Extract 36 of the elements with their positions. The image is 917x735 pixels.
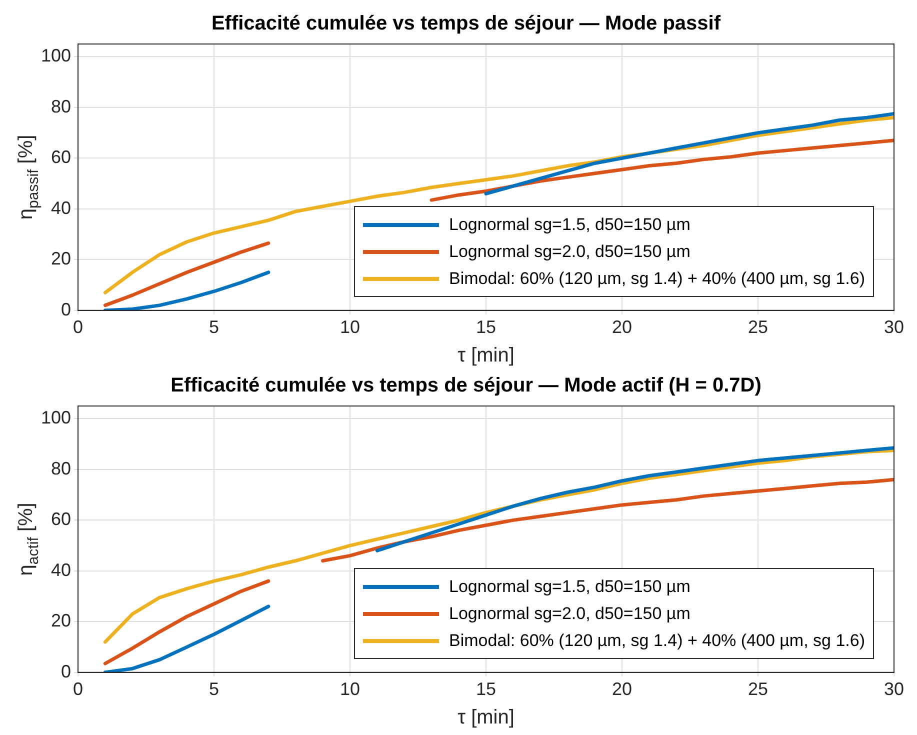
chart-title: Efficacité cumulée vs temps de séjour — Mode passif <box>211 12 721 35</box>
legend-label: Lognormal sg=2.0, d50=150 µm <box>449 604 690 624</box>
x-tick-label: 15 <box>476 679 496 700</box>
y-tick-label: 20 <box>51 610 72 631</box>
y-tick-label: 0 <box>61 661 72 682</box>
legend-label: Bimodal: 60% (120 µm, sg 1.4) + 40% (400 µm, sg 1.6) <box>449 268 865 289</box>
x-axis-title: τ [min] <box>458 344 514 367</box>
x-axis-title: τ [min] <box>458 706 514 729</box>
legend-label: Lognormal sg=1.5, d50=150 µm <box>449 214 690 235</box>
x-tick-label: 25 <box>748 317 768 338</box>
x-tick-label: 20 <box>612 679 632 700</box>
y-tick-label: 20 <box>51 248 72 269</box>
y-tick-label: 60 <box>51 147 72 168</box>
y-axis-title: ηpassif [%] <box>15 134 42 220</box>
legend-label: Lognormal sg=1.5, d50=150 µm <box>449 576 690 597</box>
y-tick-label: 40 <box>51 198 72 218</box>
chart-title: Efficacité cumulée vs temps de séjour — Mode actif (H = 0.7D) <box>170 374 762 397</box>
y-tick-label: 100 <box>40 46 72 66</box>
y-axis-title: ηactif [%] <box>15 502 42 576</box>
legend-label: Lognormal sg=2.0, d50=150 µm <box>449 242 690 262</box>
x-tick-label: 10 <box>340 317 360 338</box>
x-tick-label: 30 <box>884 679 904 700</box>
x-tick-label: 15 <box>476 317 496 338</box>
y-tick-label: 100 <box>40 408 72 428</box>
x-tick-label: 30 <box>884 317 904 338</box>
x-tick-label: 25 <box>748 679 768 700</box>
x-tick-label: 10 <box>340 679 360 700</box>
x-tick-label: 20 <box>612 317 632 338</box>
y-tick-label: 40 <box>51 560 72 580</box>
x-tick-label: 5 <box>209 679 220 700</box>
legend-label: Bimodal: 60% (120 µm, sg 1.4) + 40% (400 µm, sg 1.6) <box>449 630 865 651</box>
y-tick-label: 80 <box>51 96 72 116</box>
x-tick-label: 5 <box>209 317 220 338</box>
y-tick-label: 80 <box>51 458 72 478</box>
y-tick-label: 0 <box>61 299 72 320</box>
y-tick-label: 60 <box>51 509 72 530</box>
